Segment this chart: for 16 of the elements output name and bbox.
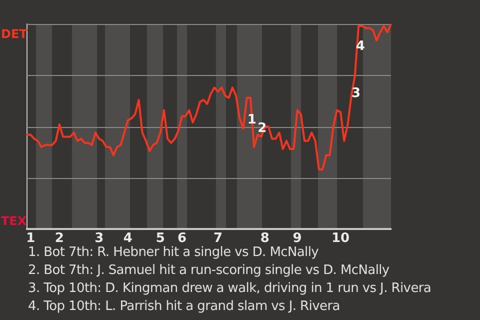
x-tick-label: 1 bbox=[26, 231, 36, 246]
x-tick-label: 3 bbox=[94, 231, 104, 246]
x-tick-label: 2 bbox=[54, 231, 64, 246]
text: 2. Bot 7th: J. Samuel hit a run-scoring single vs D. McNally bbox=[28, 262, 390, 280]
text: 4. Top 10th: L. Parrish hit a grand slam vs J. Rivera bbox=[28, 298, 341, 316]
x-tick-label: 6 bbox=[177, 231, 186, 246]
x-tick-label: 9 bbox=[292, 231, 302, 246]
text: TEX bbox=[1, 214, 27, 228]
x-tick-label: 8 bbox=[260, 231, 270, 246]
x-tick-label: 10 bbox=[332, 231, 350, 246]
x-tick-label: 7 bbox=[213, 231, 223, 246]
annotation: 3 bbox=[352, 86, 361, 102]
text: 3. Top 10th: D. Kingman drew a walk, driving in 1 run vs J. Rivera bbox=[28, 280, 432, 298]
x-tick-label: 4 bbox=[123, 231, 132, 246]
text: 1. Bot 7th: R. Hebner hit a single vs D. McNally bbox=[28, 245, 319, 260]
x-tick-label: 5 bbox=[156, 231, 165, 246]
